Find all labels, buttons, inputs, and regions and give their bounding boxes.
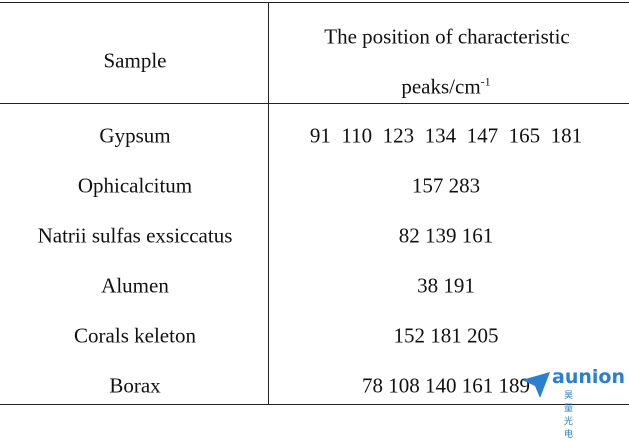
watermark-logo <box>522 372 550 398</box>
peaks-cell: 157 283 <box>411 173 481 198</box>
peaks-cell: 78 108 140 161 189 <box>362 373 530 398</box>
sample-cell: Natrii sulfas exsiccatus <box>37 223 233 248</box>
sample-cell: Corals keleton <box>74 323 196 348</box>
top-rule <box>0 2 629 3</box>
header-sample: Sample <box>103 48 167 73</box>
header-peaks-unit: peaks/cm-1 <box>401 75 490 100</box>
watermark-brand: aunion <box>552 366 625 388</box>
sample-cell: Alumen <box>101 273 169 298</box>
peaks-cell: 152 181 205 <box>393 323 499 348</box>
sample-cell: Borax <box>109 373 161 398</box>
column-rule <box>268 2 269 405</box>
sample-cell: Gypsum <box>99 123 171 148</box>
bottom-rule <box>0 404 629 405</box>
header-rule <box>0 103 629 104</box>
peaks-cell: 38 191 <box>417 273 475 298</box>
watermark-subtitle: 昊量光电 <box>564 391 574 440</box>
header-peaks: The position of characteristic <box>324 24 570 49</box>
peaks-cell: 82 139 161 <box>398 223 494 248</box>
peaks-cell: 91 110 123 134 147 165 181 <box>309 123 583 148</box>
unit-text: peaks/cm <box>401 74 481 99</box>
unit-sup: -1 <box>480 74 491 89</box>
sample-cell: Ophicalcitum <box>77 173 193 198</box>
